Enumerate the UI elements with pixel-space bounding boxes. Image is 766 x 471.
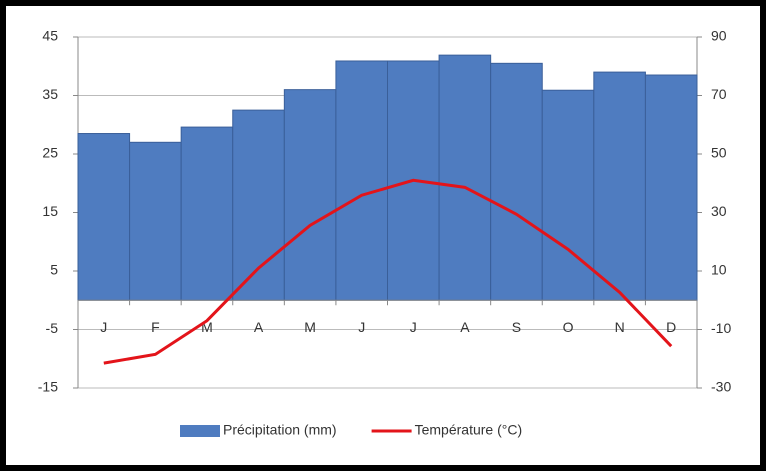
x-tick-label: M xyxy=(304,319,316,335)
y-tick-label: -15 xyxy=(38,379,58,395)
x-tick-label: J xyxy=(100,319,107,335)
bar xyxy=(490,62,543,301)
bar xyxy=(438,54,492,301)
x-tick-label: A xyxy=(254,319,264,335)
bar xyxy=(335,60,388,301)
line xyxy=(103,178,673,365)
x-tick-label: S xyxy=(512,319,521,335)
y2-tick-label: 70 xyxy=(711,86,727,102)
y2-tick-label: -30 xyxy=(711,379,731,395)
x-tick-label: J xyxy=(358,319,365,335)
x-tick-label: J xyxy=(410,319,417,335)
y2-tick-label: 30 xyxy=(711,203,727,219)
x-tick-label: F xyxy=(151,319,160,335)
y2-tick-label: 90 xyxy=(711,28,727,44)
x-tick-label: A xyxy=(460,319,470,335)
y2-tick-label: -10 xyxy=(711,320,731,336)
y-tick-label: 45 xyxy=(42,28,58,44)
bar xyxy=(129,141,182,301)
bar xyxy=(593,71,646,301)
y-tick-label: -5 xyxy=(46,320,59,336)
x-tick-label: O xyxy=(563,319,574,335)
x-tick-label: M xyxy=(201,319,213,335)
bar xyxy=(541,89,595,301)
y2-tick-label: 10 xyxy=(711,262,727,278)
x-tick-label: D xyxy=(666,319,676,335)
x-tick-label: N xyxy=(615,319,625,335)
y2-tick-label: 50 xyxy=(711,145,727,161)
bar xyxy=(180,126,234,301)
legend-label: Précipitation (mm) xyxy=(223,422,337,438)
legend-swatch xyxy=(180,425,220,437)
bar xyxy=(232,109,285,301)
bar xyxy=(283,89,337,301)
y-tick-label: 35 xyxy=(42,86,58,102)
y-tick-label: 25 xyxy=(42,145,58,161)
y-tick-label: 5 xyxy=(50,262,58,278)
bar xyxy=(77,133,131,301)
y-tick-label: 15 xyxy=(42,203,58,219)
bar xyxy=(644,74,698,301)
legend-label: Température (°C) xyxy=(415,422,523,438)
